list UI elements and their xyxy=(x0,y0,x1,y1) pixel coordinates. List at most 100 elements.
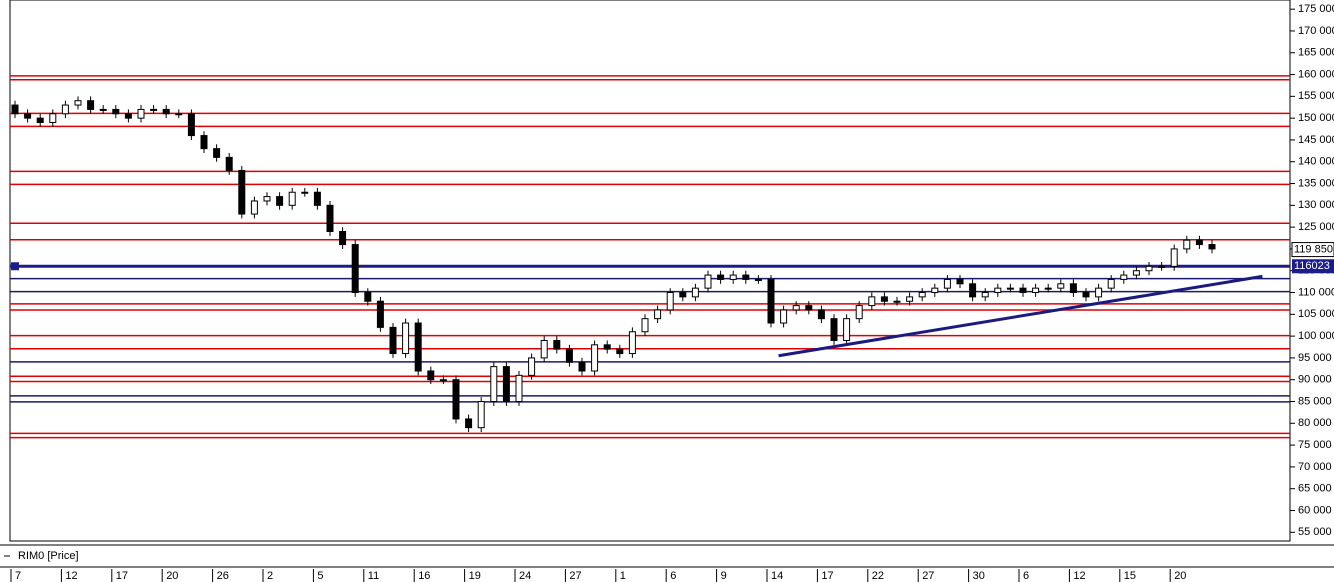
x-tick-label: 24 xyxy=(519,570,531,582)
x-tick-label: 15 xyxy=(1124,570,1136,582)
candle-body xyxy=(1195,239,1203,246)
candle-body xyxy=(1095,287,1103,298)
price-line-marker xyxy=(11,262,19,271)
candle-body xyxy=(87,100,95,110)
candle-body xyxy=(1208,244,1216,250)
candle-body xyxy=(263,196,271,202)
candle-body xyxy=(238,169,246,215)
candle-body xyxy=(956,278,964,285)
candle-body xyxy=(326,204,334,232)
y-tick-label: 175 000 xyxy=(1298,3,1334,15)
candle-body xyxy=(427,370,435,381)
y-tick-label: 70 000 xyxy=(1298,461,1332,473)
y-tick-label: 160 000 xyxy=(1298,68,1334,80)
candle-body xyxy=(754,278,762,281)
candle-body xyxy=(402,322,410,355)
y-tick-label: 140 000 xyxy=(1298,156,1334,168)
candle-body xyxy=(805,305,813,311)
trendline xyxy=(778,274,1263,358)
x-tick-label: 1 xyxy=(620,570,626,582)
candle-body xyxy=(603,344,611,350)
candle-body xyxy=(1032,287,1040,294)
x-tick-label: 30 xyxy=(973,570,985,582)
candle-body xyxy=(112,108,120,115)
candle-body xyxy=(830,318,838,341)
x-tick-label: 2 xyxy=(267,570,273,582)
candle-body xyxy=(225,156,233,171)
candle-body xyxy=(931,287,939,294)
candle-body xyxy=(150,108,158,111)
candle-body xyxy=(465,418,473,429)
candle-body xyxy=(200,135,208,150)
candle-body xyxy=(943,278,951,289)
x-tick-label: 20 xyxy=(1174,570,1186,582)
candle-body xyxy=(578,361,586,372)
y-tick-label: 170 000 xyxy=(1298,25,1334,37)
candle-body xyxy=(843,318,851,341)
y-tick-label: 60 000 xyxy=(1298,504,1332,516)
candle-body xyxy=(364,292,372,302)
candle-body xyxy=(301,191,309,194)
candle-body xyxy=(213,148,221,158)
x-tick-label: 26 xyxy=(217,570,229,582)
price-label: 116023 xyxy=(1294,260,1330,272)
candle-body xyxy=(490,366,498,402)
y-tick-label: 165 000 xyxy=(1298,47,1334,59)
candle-body xyxy=(969,283,977,298)
x-tick-label: 11 xyxy=(368,570,379,582)
legend-text: RIM0 [Price] xyxy=(18,550,79,562)
candle-body xyxy=(817,309,825,320)
y-tick-label: 85 000 xyxy=(1298,395,1332,407)
candle-body xyxy=(61,104,69,115)
candle-body xyxy=(1145,265,1153,272)
candle-body xyxy=(868,296,876,307)
candle-body xyxy=(175,113,183,116)
candle-body xyxy=(1183,239,1191,250)
candle-body xyxy=(124,113,132,119)
y-tick-label: 75 000 xyxy=(1298,439,1332,451)
x-tick-label: 14 xyxy=(771,570,783,582)
candle-body xyxy=(855,305,863,320)
candle-body xyxy=(1069,283,1077,294)
y-tick-label: 145 000 xyxy=(1298,134,1334,146)
candle-body xyxy=(389,326,397,355)
candle-body xyxy=(691,287,699,298)
y-tick-label: 95 000 xyxy=(1298,352,1332,364)
candle-body xyxy=(439,379,447,382)
y-tick-label: 80 000 xyxy=(1298,417,1332,429)
candle-body xyxy=(906,296,914,302)
candle-body xyxy=(313,191,321,206)
y-tick-label: 105 000 xyxy=(1298,308,1334,320)
candle-body xyxy=(250,200,258,215)
x-tick-label: 22 xyxy=(872,570,884,582)
x-tick-label: 17 xyxy=(821,570,833,582)
candle-body xyxy=(339,230,347,246)
y-tick-label: 100 000 xyxy=(1298,330,1334,342)
candle-body xyxy=(376,300,384,328)
x-tick-label: 6 xyxy=(1023,570,1029,582)
candle-body xyxy=(137,108,145,119)
x-tick-label: 27 xyxy=(922,570,934,582)
candle-body xyxy=(553,339,561,350)
candle-body xyxy=(162,108,170,115)
candle-body xyxy=(288,191,296,206)
y-tick-label: 65 000 xyxy=(1298,483,1332,495)
candle-body xyxy=(628,331,636,355)
candle-body xyxy=(74,100,82,106)
x-tick-label: 7 xyxy=(15,570,21,582)
candle-body xyxy=(767,278,775,324)
candle-body xyxy=(276,196,284,206)
y-tick-label: 135 000 xyxy=(1298,177,1334,189)
candle-body xyxy=(452,379,460,420)
candle-body xyxy=(1019,287,1027,294)
x-tick-label: 6 xyxy=(670,570,676,582)
candle-body xyxy=(477,400,485,429)
candle-body xyxy=(994,287,1002,294)
candle-body xyxy=(729,274,737,280)
candle-body xyxy=(616,348,624,355)
x-tick-label: 19 xyxy=(469,570,481,582)
candle-body xyxy=(99,108,107,111)
candle-body xyxy=(1082,292,1090,298)
candle-body xyxy=(1120,274,1128,280)
candle-body xyxy=(641,318,649,333)
